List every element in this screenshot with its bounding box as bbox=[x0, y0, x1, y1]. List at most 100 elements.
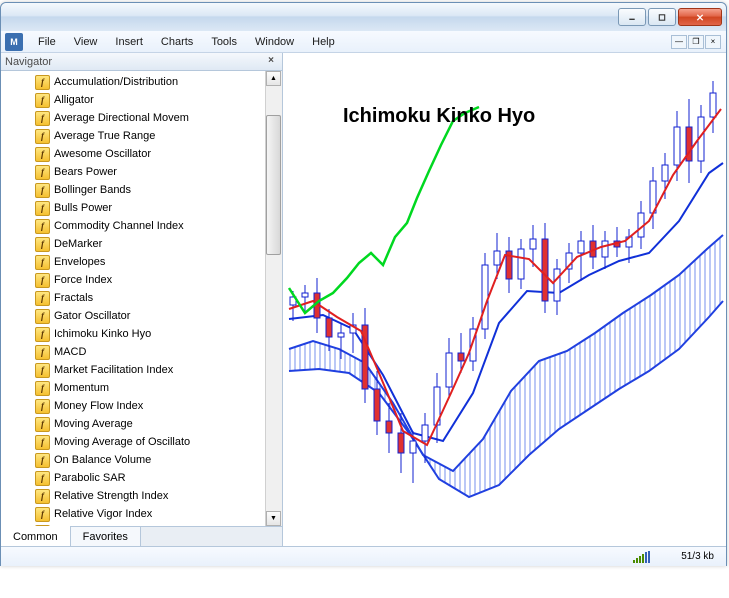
indicator-icon: f bbox=[35, 255, 50, 270]
indicator-label: Relative Vigor Index bbox=[54, 508, 152, 520]
child-restore-button[interactable]: ❐ bbox=[688, 35, 704, 49]
navigator-panel: Navigator × fAccumulation/DistributionfA… bbox=[1, 53, 283, 546]
indicator-item[interactable]: f MACD bbox=[35, 343, 265, 361]
indicator-item[interactable]: f Commodity Channel Index bbox=[35, 217, 265, 235]
indicator-label: DeMarker bbox=[54, 238, 102, 250]
indicator-item[interactable]: fRelative Strength Index bbox=[35, 487, 265, 505]
indicator-icon: f bbox=[35, 291, 50, 306]
maximize-button[interactable] bbox=[648, 8, 676, 26]
indicator-icon: f bbox=[35, 219, 50, 234]
indicator-item[interactable]: fStandard Deviation bbox=[35, 523, 265, 526]
indicator-label: Market Facilitation Index bbox=[54, 364, 173, 376]
scroll-thumb[interactable] bbox=[266, 115, 281, 255]
indicator-label: Alligator bbox=[54, 94, 94, 106]
child-minimize-button[interactable]: — bbox=[671, 35, 687, 49]
scroll-down-button[interactable]: ▼ bbox=[266, 511, 281, 526]
chart-title: Ichimoku Kinko Hyo bbox=[343, 105, 535, 128]
indicator-icon: f bbox=[35, 147, 50, 162]
indicator-icon: f bbox=[35, 165, 50, 180]
menu-help[interactable]: Help bbox=[303, 33, 344, 51]
connection-status: 51/3 kb bbox=[681, 551, 714, 562]
indicator-item[interactable]: f Momentum bbox=[35, 379, 265, 397]
indicator-icon: f bbox=[35, 273, 50, 288]
indicator-item[interactable]: f Bears Power bbox=[35, 163, 265, 181]
indicator-icon: f bbox=[35, 111, 50, 126]
indicator-item[interactable]: f Moving Average of Oscillato bbox=[35, 433, 265, 451]
indicator-label: Commodity Channel Index bbox=[54, 220, 184, 232]
indicator-item[interactable]: f Relative Vigor Index bbox=[35, 505, 265, 523]
indicator-label: Moving Average bbox=[54, 418, 133, 430]
indicator-item[interactable]: f Bulls Power bbox=[35, 199, 265, 217]
indicator-icon: f bbox=[35, 309, 50, 324]
indicator-label: Bollinger Bands bbox=[54, 184, 131, 196]
indicator-label: Momentum bbox=[54, 382, 109, 394]
indicator-label: Moving Average of Oscillato bbox=[54, 436, 190, 448]
menu-window[interactable]: Window bbox=[246, 33, 303, 51]
indicator-item[interactable]: f Bollinger Bands bbox=[35, 181, 265, 199]
child-close-button[interactable]: × bbox=[705, 35, 721, 49]
indicator-label: Gator Oscillator bbox=[54, 310, 130, 322]
body-area: Navigator × fAccumulation/DistributionfA… bbox=[1, 53, 726, 546]
tab-favorites[interactable]: Favorites bbox=[71, 527, 141, 546]
indicator-icon: f bbox=[35, 489, 50, 504]
scroll-up-button[interactable]: ▲ bbox=[266, 71, 281, 86]
indicator-item[interactable]: f Market Facilitation Index bbox=[35, 361, 265, 379]
indicator-label: Accumulation/Distribution bbox=[54, 76, 178, 88]
indicator-item[interactable]: f Fractals bbox=[35, 289, 265, 307]
indicator-label: MACD bbox=[54, 346, 86, 358]
menubar: M FileViewInsertChartsToolsWindowHelp — … bbox=[1, 31, 726, 53]
indicator-icon: f bbox=[35, 381, 50, 396]
close-button[interactable] bbox=[678, 8, 722, 26]
indicator-item[interactable]: f Envelopes bbox=[35, 253, 265, 271]
indicator-label: Average True Range bbox=[54, 130, 155, 142]
indicator-icon: f bbox=[35, 525, 50, 527]
indicator-icon: f bbox=[35, 129, 50, 144]
indicator-label: On Balance Volume bbox=[54, 454, 151, 466]
indicator-item[interactable]: fOn Balance Volume bbox=[35, 451, 265, 469]
navigator-scrollbar[interactable]: ▲ ▼ bbox=[265, 71, 282, 526]
indicator-item[interactable]: f Ichimoku Kinko Hyo bbox=[35, 325, 265, 343]
navigator-close-button[interactable]: × bbox=[264, 55, 278, 69]
indicator-icon: f bbox=[35, 345, 50, 360]
menu-charts[interactable]: Charts bbox=[152, 33, 202, 51]
menu-insert[interactable]: Insert bbox=[106, 33, 152, 51]
navigator-title: Navigator bbox=[5, 56, 52, 68]
indicator-icon: f bbox=[35, 237, 50, 252]
navigator-tabs: Common Favorites bbox=[1, 526, 282, 546]
navigator-tree: fAccumulation/DistributionfAlligatorfAve… bbox=[1, 71, 282, 526]
tab-common[interactable]: Common bbox=[1, 526, 71, 546]
chart-area[interactable]: Ichimoku Kinko Hyo bbox=[283, 53, 726, 546]
indicator-label: Bears Power bbox=[54, 166, 117, 178]
indicator-label: Ichimoku Kinko Hyo bbox=[54, 328, 151, 340]
indicator-item[interactable]: f Gator Oscillator bbox=[35, 307, 265, 325]
indicator-item[interactable]: fAccumulation/Distribution bbox=[35, 73, 265, 91]
indicator-icon: f bbox=[35, 327, 50, 342]
indicator-icon: f bbox=[35, 201, 50, 216]
indicator-icon: f bbox=[35, 507, 50, 522]
indicator-item[interactable]: fMoney Flow Index bbox=[35, 397, 265, 415]
indicator-icon: f bbox=[35, 471, 50, 486]
indicator-icon: f bbox=[35, 363, 50, 378]
minimize-button[interactable] bbox=[618, 8, 646, 26]
app-icon: M bbox=[5, 33, 23, 51]
indicator-item[interactable]: fMoving Average bbox=[35, 415, 265, 433]
indicator-item[interactable]: f DeMarker bbox=[35, 235, 265, 253]
menu-file[interactable]: File bbox=[29, 33, 65, 51]
indicator-item[interactable]: fAlligator bbox=[35, 91, 265, 109]
indicator-icon: f bbox=[35, 399, 50, 414]
indicator-item[interactable]: f Parabolic SAR bbox=[35, 469, 265, 487]
indicator-label: Force Index bbox=[54, 274, 112, 286]
menu-tools[interactable]: Tools bbox=[202, 33, 246, 51]
statusbar: 51/3 kb bbox=[1, 546, 726, 566]
indicator-icon: f bbox=[35, 183, 50, 198]
indicator-item[interactable]: f Average True Range bbox=[35, 127, 265, 145]
indicator-label: Parabolic SAR bbox=[54, 472, 126, 484]
indicator-item[interactable]: fAverage Directional Movem bbox=[35, 109, 265, 127]
indicator-item[interactable]: fAwesome Oscillator bbox=[35, 145, 265, 163]
menu-view[interactable]: View bbox=[65, 33, 107, 51]
indicator-label: Envelopes bbox=[54, 256, 105, 268]
indicator-item[interactable]: f Force Index bbox=[35, 271, 265, 289]
indicator-label: Fractals bbox=[54, 292, 93, 304]
indicator-label: Bulls Power bbox=[54, 202, 112, 214]
indicator-icon: f bbox=[35, 435, 50, 450]
